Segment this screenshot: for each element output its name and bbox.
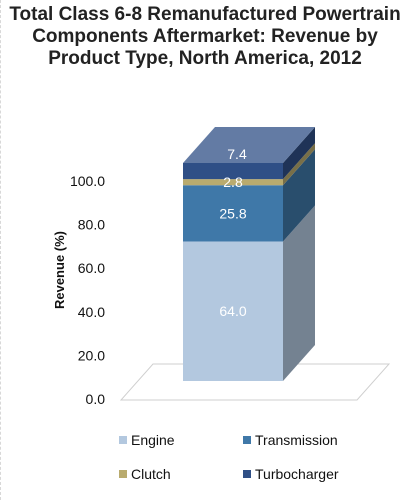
data-label-transmission: 25.8 — [219, 205, 246, 221]
bar-top — [183, 127, 315, 163]
y-tick-label: 40.0 — [78, 304, 105, 320]
chart-title: Total Class 6-8 Remanufactured Powertrai… — [1, 4, 408, 70]
data-label-engine: 64.0 — [219, 303, 246, 319]
bar-segment-transmission-front — [183, 185, 283, 242]
bar-segment-engine-front — [183, 241, 283, 381]
y-tick-label: 20.0 — [78, 347, 105, 363]
bar-segment-clutch-front — [183, 179, 283, 186]
y-tick-label: 80.0 — [78, 217, 105, 233]
bar-segment-turbocharger-front — [183, 163, 283, 180]
y-tick-label: 0.0 — [86, 391, 106, 407]
bar-segment-clutch-side — [283, 143, 315, 186]
data-label-turbocharger: 7.4 — [227, 146, 247, 162]
bar-segment-turbocharger-side — [283, 127, 315, 180]
y-axis: 0.0 20.0 40.0 60.0 80.0 100.0 — [70, 173, 391, 407]
bar-segment-transmission-side — [283, 149, 315, 242]
chart-title-line-3: Product Type, North America, 2012 — [48, 48, 362, 69]
data-labels: 64.0 25.8 2.8 7.4 — [219, 146, 247, 319]
bar-segment-engine-side — [283, 205, 315, 381]
bar-stack — [183, 127, 315, 381]
data-label-clutch: 2.8 — [223, 174, 243, 190]
y-tick-label: 100.0 — [70, 173, 105, 189]
chart-title-line-1: Total Class 6-8 Remanufactured Powertrai… — [9, 4, 401, 25]
chart-floor — [119, 363, 391, 401]
y-axis-label: Revenue (%) — [52, 231, 67, 309]
y-tick-label: 60.0 — [78, 260, 105, 276]
chart-title-line-2: Components Aftermarket: Revenue by — [32, 26, 378, 47]
